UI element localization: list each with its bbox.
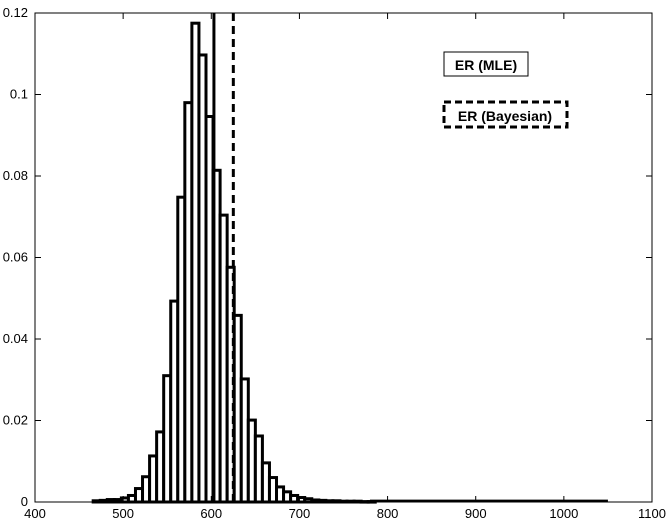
x-tick-label-4: 800	[377, 506, 399, 521]
histogram-bars	[91, 21, 377, 504]
legend-mle-box	[443, 51, 529, 77]
y-tick-label-1: 0.02	[3, 413, 28, 428]
x-tick-label-5: 900	[465, 506, 487, 521]
plot-area-background	[35, 13, 652, 502]
x-axis-ticks: 400 500 600 700 800 900 1000 1100	[24, 13, 666, 521]
legend-bayesian-box	[442, 100, 569, 129]
legend-mle: ER (MLE)	[443, 51, 529, 77]
y-tick-label-4: 0.08	[3, 168, 28, 183]
x-tick-label-2: 600	[200, 506, 222, 521]
reference-lines	[212, 13, 235, 502]
x-tick-label-7: 1100	[638, 506, 666, 521]
y-axis-ticks: 0 0.02 0.04 0.06 0.08 0.1 0.12	[3, 5, 652, 509]
legend-bayesian-label: ER (Bayesian)	[458, 108, 552, 124]
y-tick-label-5: 0.1	[10, 87, 28, 102]
y-tick-label-2: 0.04	[3, 331, 28, 346]
x-tick-label-6: 1000	[549, 506, 578, 521]
y-tick-label-0: 0	[21, 494, 28, 509]
y-tick-label-6: 0.12	[3, 5, 28, 20]
legend-bayesian: ER (Bayesian)	[442, 100, 569, 129]
x-tick-label-1: 500	[112, 506, 134, 521]
legend-mle-label: ER (MLE)	[455, 57, 517, 73]
y-tick-label-3: 0.06	[3, 250, 28, 265]
x-tick-label-0: 400	[24, 506, 46, 521]
x-tick-label-3: 700	[289, 506, 311, 521]
